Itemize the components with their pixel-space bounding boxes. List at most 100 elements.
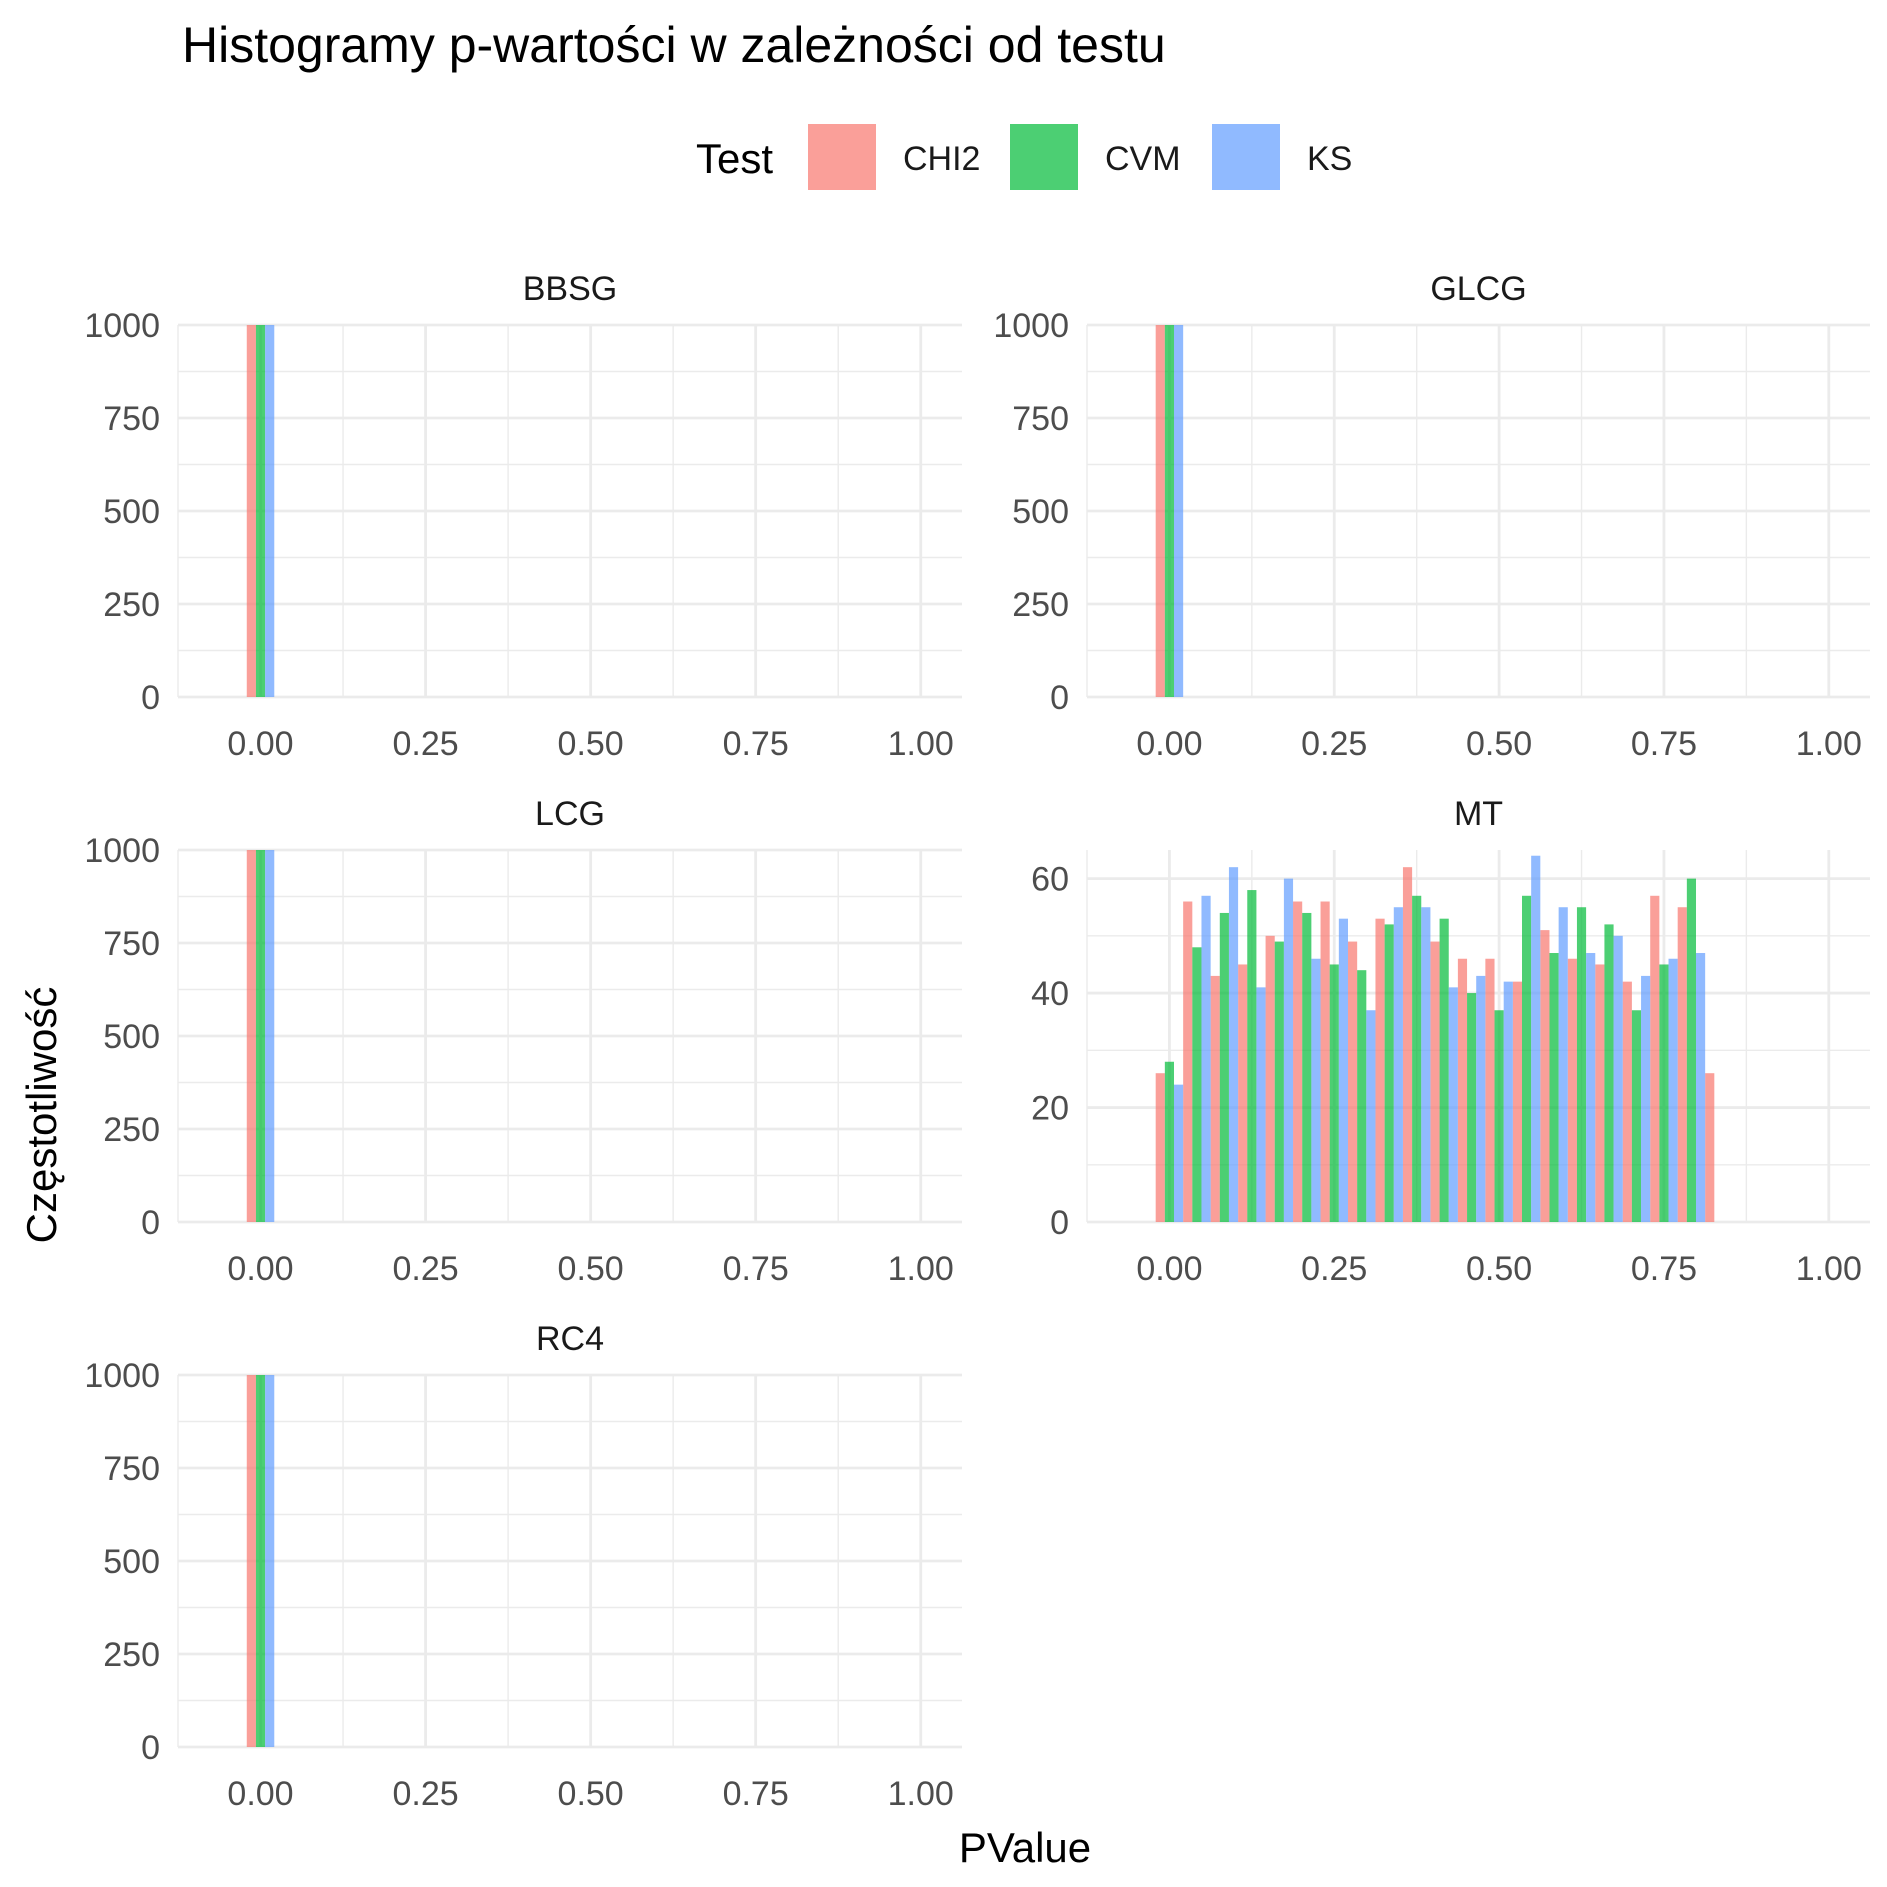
y-tick-label: 40 [1031, 975, 1069, 1013]
y-tick-label: 250 [1012, 586, 1069, 624]
y-tick-label: 0 [141, 679, 160, 717]
bar-mt-chi2 [1320, 901, 1330, 1222]
bar-mt-cvm [1302, 912, 1312, 1222]
bar-mt-cvm [1247, 890, 1257, 1222]
bar-mt-chi2 [1512, 981, 1523, 1222]
bar-mt-ks [1448, 987, 1458, 1222]
bar-glcg-cvm [1164, 325, 1174, 697]
y-axis-title: Częstotliwość [18, 987, 65, 1244]
x-tick-label: 0.00 [1136, 1250, 1202, 1288]
bar-mt-cvm [1164, 1061, 1174, 1222]
bar-mt-chi2 [1238, 964, 1248, 1222]
y-tick-label: 750 [103, 400, 160, 438]
y-tick-label: 20 [1031, 1090, 1069, 1128]
bar-rc4-cvm [255, 1375, 266, 1747]
x-tick-label: 0.50 [558, 725, 624, 763]
y-tick-label: 0 [1050, 1204, 1069, 1242]
bar-mt-ks [1503, 981, 1513, 1222]
bar-rc4-ks [265, 1375, 275, 1747]
y-tick-label: 750 [103, 925, 160, 963]
bar-mt-chi2 [1293, 901, 1303, 1222]
y-tick-label: 250 [103, 1636, 160, 1674]
bar-mt-chi2 [1375, 918, 1385, 1222]
bar-mt-ks [1283, 878, 1294, 1222]
x-tick-label: 1.00 [1796, 725, 1862, 763]
x-tick-label: 0.50 [1466, 1250, 1532, 1288]
x-tick-label: 0.00 [1136, 725, 1202, 763]
y-tick-label: 1000 [84, 832, 160, 870]
facet-panels: BBSG 0 250 500 750 1000 0.00 0.25 0.50 0.75 1.00 GL… [84, 270, 1870, 1813]
y-tick-label: 250 [103, 1111, 160, 1149]
bar-mt-cvm [1192, 947, 1202, 1222]
x-tick-label: 0.75 [723, 725, 789, 763]
bar-mt-chi2 [1485, 958, 1495, 1222]
bar-mt-ks [1558, 907, 1568, 1222]
x-tick-label: 1.00 [888, 725, 954, 763]
bar-mt-ks [1228, 867, 1239, 1222]
x-tick-label: 0.75 [723, 1250, 789, 1288]
bar-mt-chi2 [1155, 1073, 1165, 1222]
bar-mt-ks [1641, 975, 1651, 1222]
facet-strip-label: MT [1454, 795, 1503, 833]
bar-mt-chi2 [1622, 981, 1632, 1222]
legend-label-ks: KS [1307, 140, 1352, 178]
panel-mt: MT 0 20 40 60 0.00 0.25 0.50 0.75 1.00 [1031, 795, 1870, 1288]
bar-mt-cvm [1576, 907, 1587, 1222]
bar-mt-cvm [1329, 964, 1339, 1222]
chart-title: Histogramy p-wartości w zależności od te… [182, 17, 1166, 73]
bar-mt-ks [1256, 987, 1266, 1222]
bar-mt-ks [1668, 958, 1678, 1222]
y-tick-label: 60 [1031, 861, 1069, 899]
facet-strip-label: BBSG [523, 270, 617, 308]
bar-mt-chi2 [1457, 958, 1468, 1222]
bar-lcg-cvm [255, 850, 266, 1222]
bar-mt-chi2 [1567, 958, 1577, 1222]
bar-mt-ks [1311, 958, 1321, 1222]
y-tick-label: 500 [103, 1543, 160, 1581]
y-tick-label: 1000 [84, 307, 160, 345]
bar-mt-cvm [1549, 953, 1559, 1222]
bar-mt-chi2 [1705, 1073, 1715, 1222]
bar-mt-ks [1393, 907, 1403, 1222]
facet-strip-label: RC4 [536, 1320, 604, 1358]
legend-title: Test [696, 135, 773, 182]
bar-glcg-chi2 [1155, 325, 1165, 697]
bar-mt-cvm [1357, 970, 1367, 1222]
bar-glcg-ks [1174, 325, 1184, 697]
legend-key-chi2 [808, 124, 876, 190]
y-tick-label: 0 [1050, 679, 1069, 717]
x-tick-label: 0.50 [1466, 725, 1532, 763]
x-tick-label: 0.75 [723, 1775, 789, 1813]
legend: Test CHI2 CVM KS [696, 124, 1352, 190]
panel-glcg: GLCG 0 250 500 750 1000 0.00 0.25 0.50 0.75 1.00 [993, 270, 1870, 763]
bar-mt-cvm [1439, 918, 1449, 1222]
legend-label-cvm: CVM [1105, 140, 1181, 178]
bar-mt-ks [1338, 918, 1348, 1222]
bar-mt-chi2 [1183, 901, 1193, 1222]
y-tick-label: 1000 [993, 307, 1069, 345]
x-tick-label: 1.00 [888, 1775, 954, 1813]
y-tick-label: 750 [103, 1450, 160, 1488]
y-tick-label: 1000 [84, 1357, 160, 1395]
bar-bbsg-chi2 [246, 325, 256, 697]
bar-mt-chi2 [1265, 935, 1275, 1222]
legend-label-chi2: CHI2 [903, 140, 980, 178]
bar-rc4-chi2 [246, 1375, 256, 1747]
facet-strip-label: LCG [535, 795, 605, 833]
bar-mt-ks [1613, 935, 1623, 1222]
bar-mt-chi2 [1348, 941, 1358, 1222]
bar-mt-cvm [1659, 964, 1669, 1222]
bar-mt-ks [1586, 953, 1596, 1222]
panel-rc4: RC4 0 250 500 750 1000 0.00 0.25 0.50 0.75 1.00 [84, 1320, 962, 1813]
x-tick-label: 0.25 [1301, 725, 1367, 763]
bar-mt-chi2 [1540, 930, 1550, 1222]
bar-mt-cvm [1631, 1010, 1642, 1222]
bar-mt-chi2 [1402, 867, 1413, 1222]
bar-mt-ks [1201, 895, 1211, 1222]
bar-mt-ks [1366, 1010, 1376, 1222]
x-axis-title: PValue [959, 1824, 1091, 1871]
y-tick-label: 500 [103, 493, 160, 531]
bar-mt-ks [1421, 907, 1431, 1222]
facet-strip-label: GLCG [1430, 270, 1526, 308]
bar-mt-chi2 [1650, 895, 1660, 1222]
